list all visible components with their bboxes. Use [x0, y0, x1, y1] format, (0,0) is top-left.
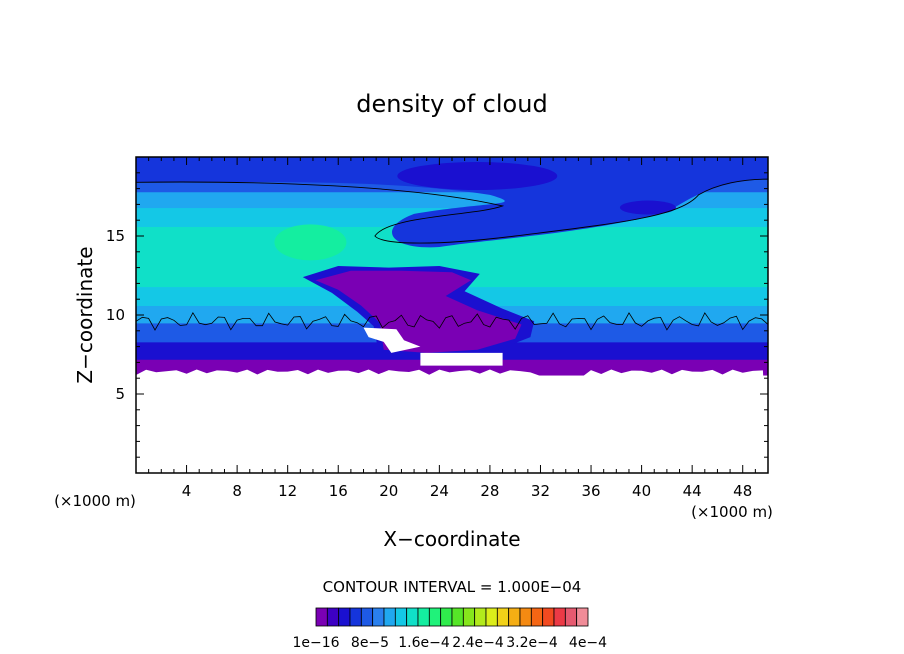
x-tick-label: 28: [480, 482, 499, 500]
colorbar-swatch: [394, 607, 408, 627]
colorbar-label: 4e−4: [569, 635, 607, 651]
colorbar-label: 8e−5: [351, 635, 389, 651]
x-tick-label: 32: [531, 482, 550, 500]
x-tick-label: 48: [733, 482, 752, 500]
x-unit-label-right: (×1000 m): [691, 503, 773, 521]
x-tick-label: 4: [182, 482, 192, 500]
colorbar-labels: 1e−16 8e−5 1.6e−4 2.4e−4 3.2e−4 4e−4: [292, 635, 607, 651]
x-tick-label: 12: [278, 482, 297, 500]
y-tick-label: 5: [115, 385, 125, 403]
y-tick-label: 10: [106, 306, 125, 324]
chart-title: density of cloud: [356, 90, 547, 118]
colorbar-swatch: [508, 607, 521, 627]
empty-region: [136, 369, 768, 473]
colorbar-label: 3.2e−4: [506, 635, 558, 651]
colorbar-label: 1.6e−4: [398, 635, 450, 651]
colorbar-swatch: [474, 607, 487, 627]
colorbar-swatch: [530, 607, 544, 627]
colorbar-swatch: [383, 607, 396, 627]
y-tick-label: 15: [106, 227, 125, 245]
contour-interval-text: CONTOUR INTERVAL = 1.000E−04: [323, 578, 582, 596]
colorbar-swatch: [496, 607, 510, 627]
colorbar-swatch: [542, 607, 555, 627]
colorbar-swatch: [349, 607, 362, 627]
colorbar-swatch: [440, 607, 453, 627]
x-tick-label: 16: [329, 482, 348, 500]
anvil-core: [315, 270, 522, 353]
colorbar-swatch: [372, 607, 385, 627]
colorbar-swatch: [576, 607, 589, 627]
colorbar-swatch: [338, 607, 351, 627]
x-tick-label: 8: [232, 482, 242, 500]
base-gap: [420, 352, 503, 366]
colorbar-swatch: [519, 607, 532, 627]
x-axis-ticks: 4 8 12 16 20 24 28 32 36 40 44 48: [148, 157, 756, 500]
contour-line-upper: [136, 178, 768, 244]
green-maximum: [274, 224, 347, 261]
colorbar-swatch: [326, 607, 340, 627]
x-tick-label: 40: [632, 482, 651, 500]
contour-line-lower: [136, 311, 768, 331]
colorbar-swatch: [406, 607, 419, 627]
colorbar-swatch: [553, 607, 566, 627]
upper-blue-layer: [136, 157, 768, 248]
density-field: [136, 157, 768, 473]
colorbar-swatch: [315, 607, 328, 627]
upper-deep-blue-core: [397, 161, 558, 190]
colorbar-swatch: [564, 607, 578, 627]
cloud-features: [136, 157, 768, 473]
colorbar: [315, 607, 589, 627]
colorbar-label: 1e−16: [292, 635, 339, 651]
x-tick-label: 24: [430, 482, 449, 500]
y-axis-ticks: 5 10 15: [106, 172, 768, 458]
x-unit-label-left: (×1000 m): [54, 492, 136, 510]
x-tick-label: 20: [379, 482, 398, 500]
colorbar-swatch: [360, 607, 374, 627]
y-axis-label: Z−coordinate: [73, 246, 97, 383]
x-tick-label: 36: [581, 482, 600, 500]
colorbar-swatch: [428, 607, 442, 627]
anvil-hole: [363, 327, 421, 353]
x-axis-label: X−coordinate: [383, 527, 520, 551]
colorbar-swatch: [462, 607, 476, 627]
colorbar-swatch: [451, 607, 464, 627]
colorbar-swatch: [485, 607, 498, 627]
colorbar-label: 2.4e−4: [452, 635, 504, 651]
x-tick-label: 44: [683, 482, 702, 500]
upper-right-core: [619, 200, 676, 215]
colorbar-swatch: [417, 607, 430, 627]
